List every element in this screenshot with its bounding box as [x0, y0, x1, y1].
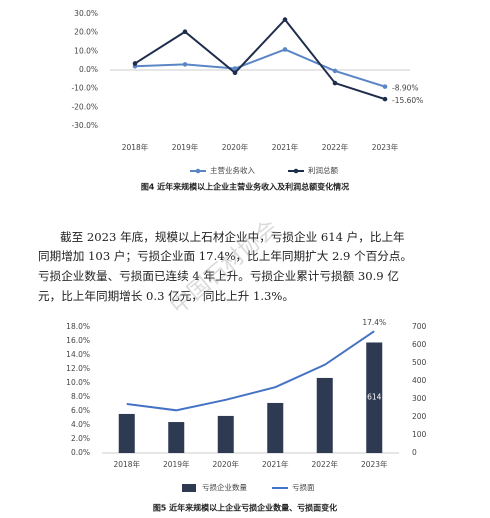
x-tick-label: 2023年: [361, 459, 388, 469]
y-tick-label: 2.0%: [71, 434, 90, 443]
x-tick-label: 2020年: [212, 459, 239, 469]
point: [232, 70, 238, 76]
y-tick-label: 10.0%: [74, 46, 98, 55]
data-label: 17.4%: [362, 318, 386, 327]
y-tick-label: -20.0%: [71, 102, 98, 111]
bar: [217, 415, 234, 453]
legend-label: 主营业务收入: [210, 165, 255, 175]
legend-marker: [293, 168, 299, 174]
x-tick-label: 2023年: [372, 142, 399, 152]
point: [282, 17, 288, 22]
paragraph-line: 元，比上年同期增长 0.3 亿元，同比上升 1.3%。: [38, 289, 294, 303]
line: [134, 18, 386, 101]
y2-tick-label: 0: [412, 448, 417, 457]
legend-swatch: [182, 484, 196, 492]
data-label: -8.90%: [392, 84, 419, 93]
figure-caption: 图4 近年来规模以上企业主营业务收入及利润总额变化情况: [141, 182, 349, 192]
bar: [267, 402, 284, 453]
data-label: -15.60%: [392, 96, 423, 105]
paragraph-line: 亏损企业数量、亏损面已连续 4 年上升。亏损企业累计亏损额 30.9 亿: [38, 269, 399, 283]
x-tick-label: 2021年: [262, 459, 289, 469]
y-tick-label: 4.0%: [71, 420, 90, 429]
x-tick-label: 2022年: [322, 142, 349, 152]
bar: [366, 342, 383, 453]
line: [126, 330, 375, 412]
point: [332, 80, 338, 86]
paragraph-line: 同期增加 103 户；亏损企业面 17.4%，比上年同期扩大 2.9 个百分点。: [38, 249, 412, 263]
data-label: 614: [367, 393, 382, 402]
legend-label: 亏损企业数量: [202, 482, 247, 492]
point: [182, 62, 188, 67]
point: [382, 84, 388, 89]
y2-tick-label: 500: [412, 358, 427, 367]
y-tick-label: 8.0%: [71, 392, 90, 401]
point: [282, 47, 288, 52]
point: [232, 66, 238, 71]
y-tick-label: 10.0%: [66, 378, 90, 387]
y-tick-label: 12.0%: [66, 364, 90, 373]
y-tick-label: -10.0%: [71, 84, 98, 93]
legend-marker: [195, 168, 201, 174]
x-tick-label: 2021年: [272, 142, 299, 152]
line: [134, 48, 386, 88]
y-tick-label: 20.0%: [74, 28, 98, 37]
y2-tick-label: 400: [412, 376, 427, 385]
point: [332, 68, 338, 74]
x-tick-label: 2019年: [163, 459, 190, 469]
y2-tick-label: 300: [412, 394, 427, 403]
bar: [118, 413, 135, 453]
y2-tick-label: 700: [412, 322, 427, 331]
x-tick-label: 2019年: [172, 142, 199, 152]
legend-label: 利润总额: [308, 165, 338, 175]
x-tick-label: 2022年: [311, 459, 338, 469]
y-tick-label: -30.0%: [71, 121, 98, 130]
paragraph-line: 截至 2023 年底，规模以上石材企业中，亏损企业 614 户，比上年: [60, 230, 405, 244]
y-tick-label: 6.0%: [71, 406, 90, 415]
point: [382, 96, 388, 102]
point: [132, 61, 138, 66]
y-tick-label: 16.0%: [66, 336, 90, 345]
figure-caption: 图5 近年来规模以上企业亏损企业数量、亏损面变化: [153, 503, 337, 513]
x-tick-label: 2018年: [122, 142, 149, 152]
x-tick-label: 2018年: [113, 459, 140, 469]
y2-tick-label: 600: [412, 340, 427, 349]
y2-tick-label: 200: [412, 412, 427, 421]
y-tick-label: 0.0%: [79, 65, 98, 74]
point: [182, 29, 188, 35]
y-tick-label: 18.0%: [66, 322, 90, 331]
legend-label: 亏损面: [292, 482, 315, 492]
bar: [316, 377, 333, 453]
y-tick-label: 14.0%: [66, 350, 90, 359]
y-tick-label: 30.0%: [74, 9, 98, 18]
y2-tick-label: 100: [412, 430, 427, 439]
x-tick-label: 2020年: [222, 142, 249, 152]
bar: [168, 422, 185, 453]
y-tick-label: 0.0%: [71, 448, 90, 457]
